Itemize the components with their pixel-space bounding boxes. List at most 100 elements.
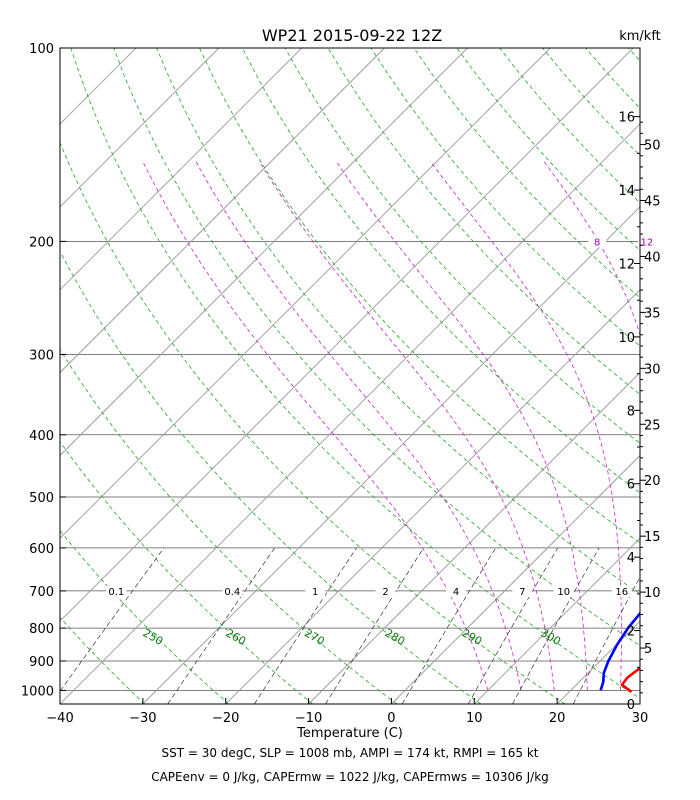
mixing-ratio-line [512, 547, 600, 704]
plot-frame [59, 47, 641, 705]
moist-adiabat [258, 160, 555, 691]
dry-adiabat [671, 48, 700, 704]
dry-adiabat [370, 48, 640, 347]
mixing-ratio-line [572, 576, 640, 704]
x-tick-label: 0 [387, 711, 395, 726]
dry-adiabat [70, 48, 640, 699]
mixing-ratio-line [325, 547, 424, 704]
isotherm-line [60, 123, 640, 704]
moist-adiabat [335, 160, 588, 691]
caption-line-2: CAPEenv = 0 J/kg, CAPErmw = 1022 J/kg, C… [151, 770, 549, 784]
kft-tick-label: 35 [644, 306, 661, 321]
kft-tick-label: 15 [644, 530, 661, 545]
dry-adiabat [628, 48, 640, 62]
mixing-label-bg [553, 585, 574, 597]
isotherm-line [473, 537, 640, 704]
p-tick-label: 1000 [21, 684, 54, 699]
dry-adiabat [60, 529, 229, 704]
theta-label: 260 [223, 626, 248, 648]
p-tick-label: 900 [29, 655, 54, 670]
dry-adiabat [60, 616, 145, 704]
mixing-label-bg [305, 585, 326, 597]
dry-adiabat [585, 48, 640, 109]
km-tick-label: 2 [627, 625, 635, 640]
km-tick-label: 6 [627, 478, 635, 493]
dry-adiabat [499, 48, 640, 204]
isotherm-line [0, 48, 53, 704]
moist-adiabat-lines [142, 160, 640, 691]
mixing-ratio-lines [60, 547, 640, 704]
mixing-ratio-label-bg [637, 236, 656, 248]
x-tick-label: −40 [46, 711, 73, 726]
kft-tick-label: 20 [644, 474, 661, 489]
km-tick-label: 12 [618, 257, 635, 272]
mixing-label-bg [106, 585, 127, 597]
p-tick-label: 400 [29, 429, 54, 444]
mixing-label-bg [512, 585, 533, 597]
mixing-label-bg [611, 585, 632, 597]
isotherm-line [60, 48, 551, 539]
isotherm-line [308, 371, 640, 704]
isotherm-lines [0, 48, 640, 704]
dry-adiabat [199, 48, 640, 544]
mixing-label: 0.4 [224, 587, 240, 598]
theta-label: 290 [460, 626, 485, 648]
isotherm-line [60, 48, 385, 374]
x-tick-label: −20 [212, 711, 239, 726]
km-tick-label: 10 [618, 331, 635, 346]
p-tick-label: 500 [29, 491, 54, 506]
p-tick-label: 800 [29, 622, 54, 637]
p-tick-label: 100 [29, 42, 54, 57]
mixing-label: 10 [557, 587, 570, 598]
caption-line-1: SST = 30 degC, SLP = 1008 mb, AMPI = 174… [161, 746, 539, 760]
kft-tick-label: 40 [644, 250, 661, 265]
dry-adiabat [60, 348, 398, 704]
moist-adiabat [142, 160, 489, 691]
mixing-label-bg [446, 585, 466, 597]
x-tick-label: −30 [129, 711, 156, 726]
mixing-label-bg [375, 585, 396, 597]
p-tick-label: 700 [29, 585, 54, 600]
dry-adiabat [60, 441, 313, 704]
dry-adiabat [456, 48, 640, 251]
isotherm-line [142, 206, 640, 704]
mixing-ratio-label: 12 [641, 237, 654, 248]
axes: −40 −30 −20 −10 0 10 20 30100200300400500600700… [21, 42, 661, 726]
mixing-label: 0.1 [108, 587, 124, 598]
dewpoint-profile-line [599, 611, 640, 691]
mixing-ratio-line [254, 547, 357, 704]
theta-label: 250 [141, 626, 166, 648]
isotherm-line [60, 48, 468, 457]
kft-tick-label: 25 [644, 418, 661, 433]
chart-title: WP21 2015-09-22 12Z [262, 26, 442, 45]
mixing-label: 7 [519, 587, 525, 598]
km-tick-label: 14 [618, 184, 635, 199]
moist-adiabat [429, 160, 622, 691]
kft-tick-label: 5 [644, 642, 652, 657]
km-tick-label: 0 [627, 698, 635, 713]
dry-adiabat [60, 702, 61, 704]
dry-adiabat [60, 250, 482, 704]
x-tick-label: 20 [549, 711, 566, 726]
isotherm-line [60, 48, 303, 291]
isotherm-line [556, 620, 640, 704]
mixing-label: 4 [453, 587, 459, 598]
mixing-label-bg [222, 585, 243, 597]
kft-tick-label: 45 [644, 195, 661, 210]
isotherm-line [60, 48, 137, 125]
km-tick-label: 8 [627, 404, 635, 419]
mixing-label: 2 [382, 587, 388, 598]
p-tick-label: 300 [29, 348, 54, 363]
x-tick-label: −10 [295, 711, 322, 726]
dry-adiabat [284, 48, 640, 444]
mixing-ratio-line [167, 547, 275, 704]
sounding-profiles [599, 611, 640, 693]
dry-adiabat [242, 48, 640, 494]
kft-tick-label: 10 [644, 586, 661, 601]
isotherm-line [60, 48, 220, 208]
x-tick-label: 30 [632, 711, 649, 726]
dry-adiabat [113, 48, 640, 647]
x-axis-label: Temperature (C) [296, 726, 403, 741]
mixing-ratio-label-bg [588, 236, 607, 248]
